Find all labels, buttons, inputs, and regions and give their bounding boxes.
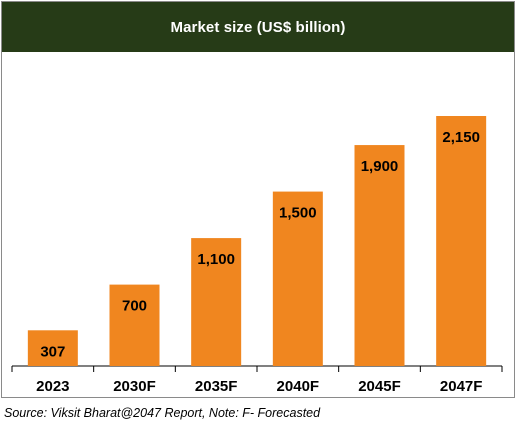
bar-chart: 307 2023 700 2030F 1,100 2035F 1,500 2040F 1,900… [11, 116, 503, 395]
chart-title: Market size (US$ billion) [170, 18, 346, 36]
bar-2023 [27, 330, 78, 366]
bar-2047F [436, 116, 487, 366]
bar-2040F [272, 191, 323, 366]
data-label-2023: 307 [40, 343, 65, 360]
bar-2030F [109, 284, 160, 366]
chart-header: Market size (US$ billion) [2, 2, 514, 52]
x-tick-label-2045F: 2045F [358, 378, 401, 395]
data-label-2047F: 2,150 [442, 129, 480, 146]
data-label-2035F: 1,100 [197, 251, 235, 268]
x-tick-label-2030F: 2030F [113, 378, 156, 395]
x-tick-label-2023: 2023 [36, 378, 69, 395]
chart-frame: Market size (US$ billion) 307 2023 700 2030… [1, 1, 515, 398]
data-label-2030F: 700 [122, 298, 147, 315]
x-tick-label-2040F: 2040F [277, 378, 320, 395]
source-note: Source: Viksit Bharat@2047 Report, Note:… [4, 406, 321, 420]
data-label-2045F: 1,900 [361, 158, 399, 175]
bar-2035F [191, 238, 242, 366]
x-tick-label-2047F: 2047F [440, 378, 483, 395]
bar-2045F [354, 145, 405, 366]
data-label-2040F: 1,500 [279, 205, 317, 222]
x-tick-label-2035F: 2035F [195, 378, 238, 395]
